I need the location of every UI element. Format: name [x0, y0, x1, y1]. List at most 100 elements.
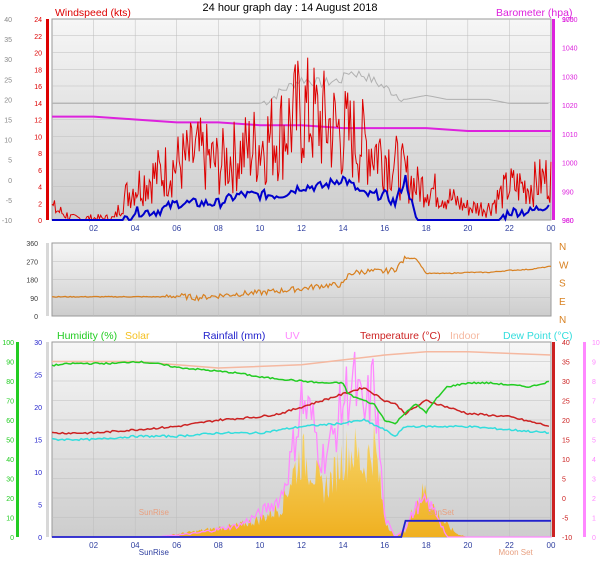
winddir-compass-label: E	[559, 297, 566, 308]
x-tick-label-wind: 12	[297, 224, 306, 233]
legend-multi-item: Rainfall (mm)	[203, 330, 265, 342]
x-tick-label-multi: 12	[297, 541, 306, 550]
page-title: 24 hour graph day : 14 August 2018	[203, 2, 378, 14]
y-tick-label-humidity: 100	[2, 340, 14, 347]
y-tick-label-baro: 1020	[562, 103, 578, 110]
x-tick-label-wind: 14	[339, 224, 348, 233]
y-tick-label-wind-outer: 0	[8, 178, 12, 185]
legend-multi-item: UV	[285, 330, 300, 342]
series-gust-trace	[52, 70, 549, 106]
y-tick-label-uv: 2	[592, 496, 596, 503]
x-tick-label-wind: 08	[214, 224, 223, 233]
series-wind-average	[52, 174, 550, 222]
legend-multi-item: Indoor	[450, 330, 480, 342]
series-temperature	[51, 386, 550, 435]
y-tick-label-humidity: 20	[6, 496, 14, 503]
series-humidity	[51, 360, 550, 425]
y-tick-label-rain: 30	[34, 340, 42, 347]
winddir-compass-label: N	[559, 242, 566, 253]
x-tick-label-multi: 22	[505, 541, 514, 550]
y-tick-label-baro: 1000	[562, 161, 578, 168]
temperature-axis-bar	[552, 342, 555, 537]
y-tick-label-wind: 14	[34, 101, 42, 108]
y-tick-label-baro-inner: 960	[562, 218, 574, 225]
y-tick-label-wind: 0	[38, 218, 42, 225]
y-tick-label-uv: 1	[592, 516, 596, 523]
legend-barometer: Barometer (hpa)	[496, 7, 572, 19]
y-tick-label-wind-outer: -10	[2, 218, 12, 225]
y-tick-label-wind: 22	[34, 34, 42, 41]
y-tick-label-humidity: 70	[6, 399, 14, 406]
legend-multi-item: Humidity (%)	[57, 330, 117, 342]
y-tick-label-wind-outer: 30	[4, 57, 12, 64]
y-tick-label-humidity: 0	[10, 535, 14, 542]
x-tick-label-multi: 14	[339, 541, 348, 550]
y-tick-label-wind-outer: 5	[8, 158, 12, 165]
y-tick-label-winddir: 270	[26, 259, 38, 266]
y-tick-label-temp: 30	[562, 379, 570, 386]
y-tick-label-temp: 40	[562, 340, 570, 347]
y-tick-label-humidity: 30	[6, 477, 14, 484]
x-tick-label-multi: 02	[89, 541, 98, 550]
y-tick-label-wind: 10	[34, 134, 42, 141]
y-tick-label-rain: 10	[34, 470, 42, 477]
legend-multi-item: Solar	[125, 330, 150, 342]
x-tick-label-multi: 16	[380, 541, 389, 550]
y-tick-label-rain: 15	[34, 438, 42, 445]
y-tick-label-winddir: 90	[30, 296, 38, 303]
y-tick-label-temp: -5	[562, 516, 568, 523]
y-tick-label-temp: 20	[562, 418, 570, 425]
y-tick-label-wind-outer: -5	[6, 198, 12, 205]
uv-axis-bar	[583, 342, 586, 537]
y-tick-label-humidity: 60	[6, 418, 14, 425]
x-tick-label-multi: 18	[422, 541, 431, 550]
y-tick-label-humidity: 80	[6, 379, 14, 386]
y-tick-label-wind-outer: 15	[4, 118, 12, 125]
x-tick-label-multi: 00	[547, 541, 556, 550]
x-tick-label-wind: 00	[547, 224, 556, 233]
y-tick-label-uv: 7	[592, 399, 596, 406]
y-tick-label-uv: 6	[592, 418, 596, 425]
x-tick-label-multi: 08	[214, 541, 223, 550]
y-tick-label-baro: 1040	[562, 46, 578, 53]
series-rainfall	[52, 519, 551, 538]
y-tick-label-baro: 980	[562, 218, 574, 225]
x-tick-label-multi: 10	[255, 541, 264, 550]
y-tick-label-uv: 3	[592, 477, 596, 484]
y-tick-label-wind-outer: 35	[4, 37, 12, 44]
winddir-axis-bar	[46, 243, 49, 316]
legend-multi-item: Temperature (°C)	[360, 330, 441, 342]
x-tick-label-multi: 06	[172, 541, 181, 550]
y-tick-label-winddir: 180	[26, 278, 38, 285]
y-tick-label-uv: 4	[592, 457, 596, 464]
x-tick-label-wind: 10	[255, 224, 264, 233]
y-tick-label-wind-outer: 20	[4, 97, 12, 104]
y-tick-label-winddir: 360	[26, 241, 38, 248]
y-tick-label-baro: 1030	[562, 74, 578, 81]
y-tick-label-baro: 990	[562, 189, 574, 196]
winddir-compass-label: S	[559, 279, 566, 290]
y-tick-label-rain: 20	[34, 405, 42, 412]
x-tick-label-wind: 18	[422, 224, 431, 233]
y-tick-label-humidity: 10	[6, 516, 14, 523]
y-tick-label-temp: 0	[562, 496, 566, 503]
y-tick-label-wind-outer: 25	[4, 77, 12, 84]
x-tick-label-wind: 02	[89, 224, 98, 233]
y-tick-label-wind: 8	[38, 151, 42, 158]
x-tick-label-wind: 06	[172, 224, 181, 233]
rain-axis-bar	[46, 342, 49, 537]
winddir-compass-label: W	[559, 260, 569, 271]
x-tick-label-wind: 04	[131, 224, 140, 233]
y-tick-label-wind-outer: 10	[4, 138, 12, 145]
y-tick-label-wind: 4	[38, 185, 42, 192]
series-windspeed	[51, 57, 552, 222]
y-tick-label-wind: 18	[34, 67, 42, 74]
y-tick-label-wind: 2	[38, 201, 42, 208]
series-barometer	[52, 115, 551, 132]
y-tick-label-temp: 10	[562, 457, 570, 464]
series-wind-direction	[51, 255, 552, 302]
y-tick-label-wind-outer: 40	[4, 17, 12, 24]
y-tick-label-temp: 25	[562, 399, 570, 406]
